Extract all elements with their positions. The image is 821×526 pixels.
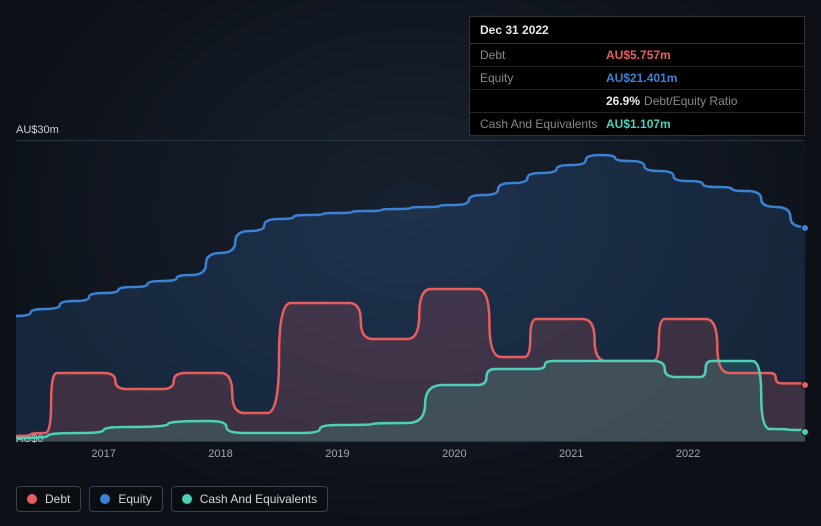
legend-label: Debt <box>45 492 70 506</box>
chart-area: AU$30m AU$0 201720182019202020212022 <box>16 124 805 466</box>
x-axis-tick: 2021 <box>559 448 583 460</box>
tooltip-row-label <box>480 94 606 108</box>
x-axis-tick: 2017 <box>91 448 115 460</box>
legend-swatch-icon <box>182 494 192 504</box>
tooltip-row-label: Equity <box>480 71 606 85</box>
legend-label: Cash And Equivalents <box>200 492 317 506</box>
x-axis-tick: 2018 <box>208 448 232 460</box>
legend-swatch-icon <box>27 494 37 504</box>
tooltip-row: DebtAU$5.757m <box>470 44 804 67</box>
chart-plot[interactable]: AU$0 <box>16 140 805 442</box>
legend-label: Equity <box>118 492 151 506</box>
tooltip-row-value: AU$21.401m <box>606 71 677 85</box>
tooltip-row: EquityAU$21.401m <box>470 67 804 90</box>
x-axis: 2017 2018 2019 2020 2021 2022 <box>16 442 805 466</box>
tooltip-row-label: Cash And Equivalents <box>480 117 606 131</box>
series-end-marker <box>801 224 809 232</box>
series-end-marker <box>801 428 809 436</box>
chart-legend: Debt Equity Cash And Equivalents <box>16 486 328 512</box>
tooltip-row-value: AU$5.757m <box>606 48 671 62</box>
x-axis-tick: 2022 <box>676 448 700 460</box>
x-axis-tick: 2019 <box>325 448 349 460</box>
tooltip-row: 26.9%Debt/Equity Ratio <box>470 90 804 113</box>
tooltip-row-value: 26.9%Debt/Equity Ratio <box>606 94 737 108</box>
legend-item[interactable]: Cash And Equivalents <box>171 486 328 512</box>
legend-swatch-icon <box>100 494 110 504</box>
tooltip-row-label: Debt <box>480 48 606 62</box>
tooltip-row-value: AU$1.107m <box>606 117 671 131</box>
legend-item[interactable]: Equity <box>89 486 162 512</box>
x-axis-tick: 2020 <box>442 448 466 460</box>
legend-item[interactable]: Debt <box>16 486 81 512</box>
tooltip-date: Dec 31 2022 <box>470 17 804 44</box>
chart-tooltip: Dec 31 2022 DebtAU$5.757mEquityAU$21.401… <box>469 16 805 136</box>
series-end-marker <box>801 381 809 389</box>
tooltip-row: Cash And EquivalentsAU$1.107m <box>470 113 804 135</box>
